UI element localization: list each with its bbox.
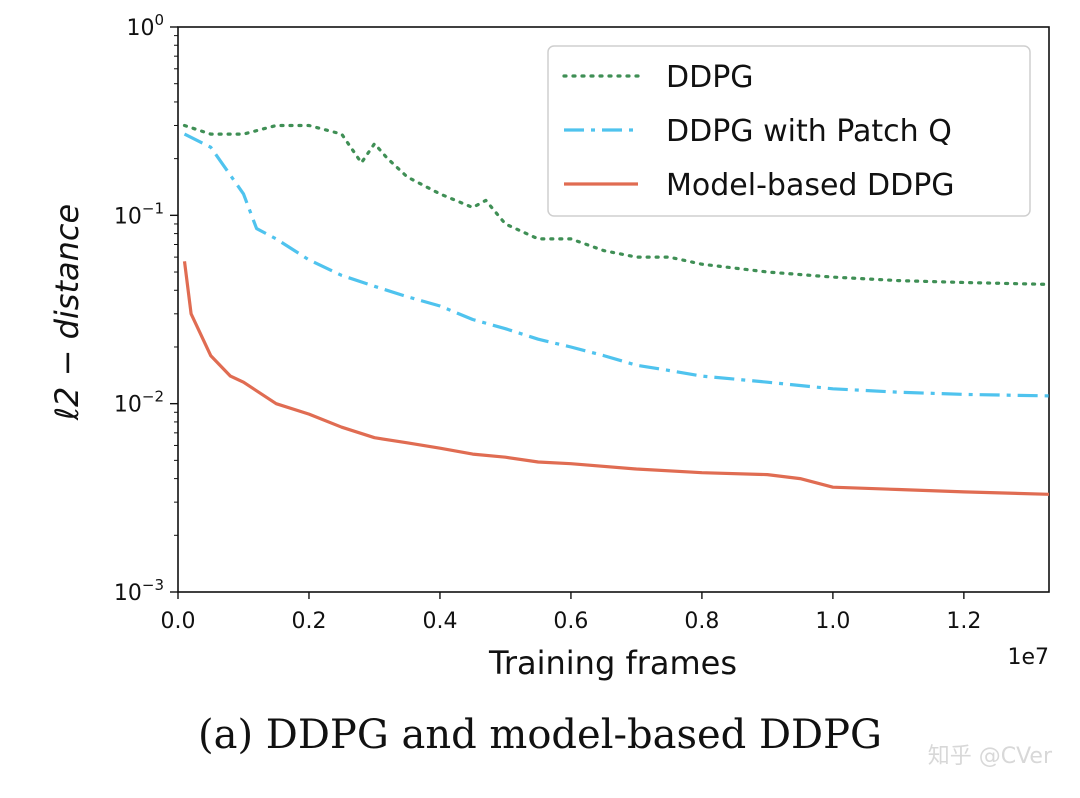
y-axis-label: ℓ2 − distance: [48, 204, 86, 421]
y-tick-label: 10−1: [114, 199, 164, 229]
x-axis-offset-label: 1e7: [1007, 645, 1049, 670]
plot-frame: [177, 26, 1050, 593]
y-tick-label: 10−3: [114, 576, 164, 606]
legend-label: DDPG with Patch Q: [666, 114, 952, 149]
legend-label: Model-based DDPG: [666, 168, 955, 203]
legend: DDPG DDPG with Patch Q Model-based DDPG: [547, 45, 1031, 217]
legend-label: DDPG: [666, 60, 754, 95]
plot-area: [177, 26, 1050, 593]
watermark: 知乎 @CVer: [927, 744, 1052, 769]
y-tick-label: 100: [126, 11, 164, 41]
series-layer: [182, 123, 1051, 496]
x-axis-label: Training frames: [488, 644, 737, 682]
series-line-model-based-ddpg: [182, 261, 1050, 496]
series-line-ddpg: [182, 123, 1051, 286]
x-tick-label: 0.8: [684, 609, 719, 634]
x-tick-label: 0.4: [422, 609, 457, 634]
legend-box: [547, 45, 1031, 217]
series-line-ddpg-with-patch-q: [183, 132, 1050, 398]
line-chart: 0.0 0.2 0.4 0.6 0.8 1.0 1.2 10−3 10−2 10−1 100 Tr…: [48, 11, 1051, 682]
figure-caption: (a) DDPG and model-based DDPG: [197, 712, 882, 758]
x-tick-label: 0.2: [291, 609, 326, 634]
y-axis: 10−3 10−2 10−1 100: [114, 11, 178, 606]
x-tick-label: 1.2: [946, 609, 981, 634]
x-axis: 0.0 0.2 0.4 0.6 0.8 1.0 1.2: [161, 592, 981, 634]
x-tick-label: 0.0: [161, 609, 196, 634]
x-tick-label: 0.6: [553, 609, 588, 634]
y-tick-label: 10−2: [114, 388, 164, 418]
x-tick-label: 1.0: [815, 609, 850, 634]
